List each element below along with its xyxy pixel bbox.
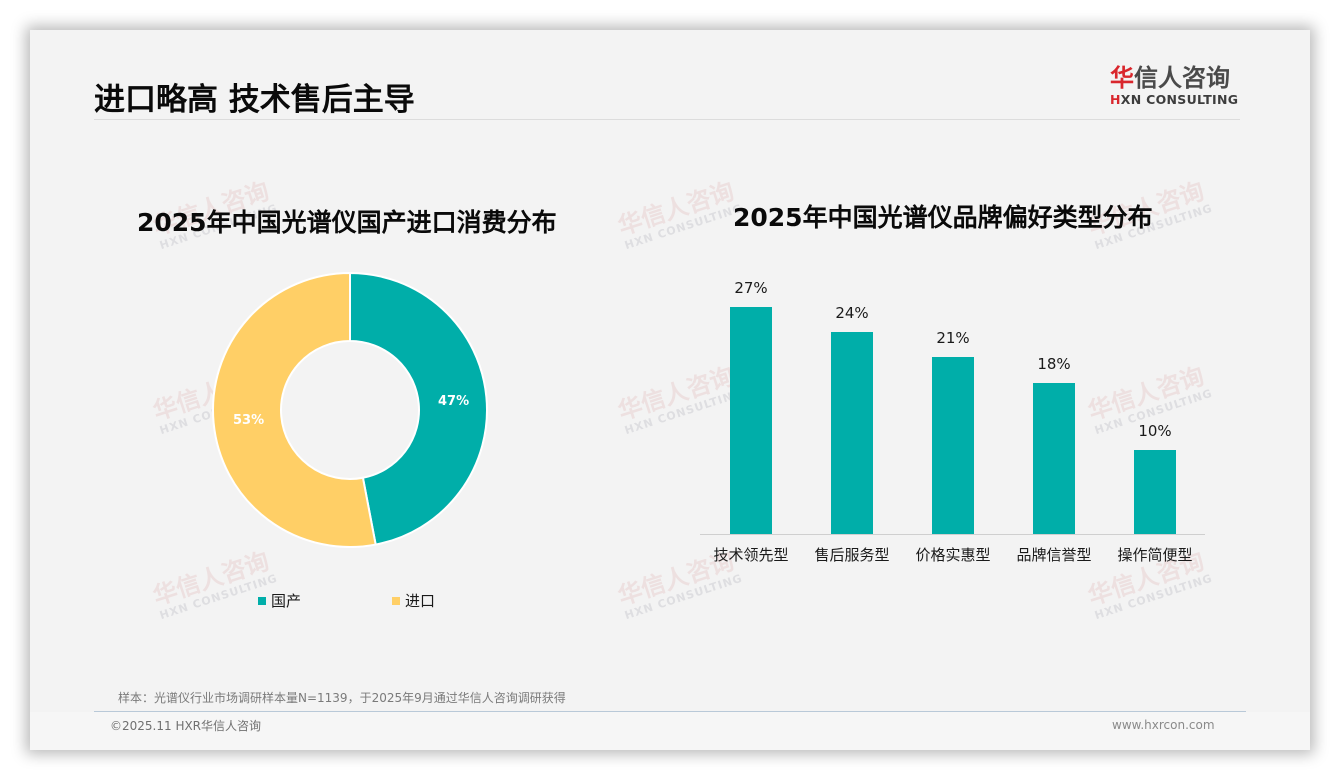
copyright: ©2025.11 HXR华信人咨询 bbox=[110, 719, 262, 733]
donut-chart-title: 2025年中国光谱仪国产进口消费分布 bbox=[137, 208, 557, 237]
logo-en-rest: XN CONSULTING bbox=[1120, 92, 1239, 107]
bar-value-label: 18% bbox=[1037, 355, 1071, 373]
donut-chart: 47% 53% bbox=[212, 271, 488, 548]
page-title: 进口略高 技术售后主导 bbox=[94, 82, 415, 118]
x-axis-line bbox=[700, 534, 1205, 535]
x-axis-category: 技术领先型 bbox=[713, 546, 789, 564]
bar-value-label: 24% bbox=[835, 304, 869, 322]
legend-swatch-import bbox=[392, 596, 400, 605]
x-axis-category: 品牌信誉型 bbox=[1016, 546, 1092, 564]
x-axis-category: 售后服务型 bbox=[814, 546, 890, 564]
donut-slice-1 bbox=[212, 271, 377, 548]
footer-bar bbox=[30, 712, 1310, 750]
donut-label-domestic: 47% bbox=[438, 394, 470, 409]
bar-value-label: 27% bbox=[734, 279, 768, 297]
brand-logo: 华信人咨询 HXN CONSULTING bbox=[1110, 63, 1242, 107]
donut-slice-0 bbox=[349, 271, 488, 546]
bar bbox=[831, 332, 873, 534]
sample-footnote: 样本：光谱仪行业市场调研样本量N=1139，于2025年9月通过华信人咨询调研获… bbox=[118, 691, 566, 705]
logo-cn-rest: 信人咨询 bbox=[1134, 64, 1230, 92]
legend-label-import: 进口 bbox=[405, 592, 436, 610]
bar-chart: 27% 24% 21% 18% 10% 技术领先型 售后服务型 价格实惠型 品牌… bbox=[700, 270, 1205, 580]
watermark-en: HXN CONSULTING bbox=[623, 201, 745, 253]
bar-value-label: 10% bbox=[1138, 422, 1172, 440]
bar bbox=[932, 357, 974, 534]
donut-chart-svg bbox=[212, 271, 488, 548]
slide: 华信人咨询 HXN CONSULTING 华信人咨询 HXN CONSULTIN… bbox=[30, 30, 1310, 750]
bar-group-1: 24% bbox=[831, 304, 873, 534]
logo-en-mark: H bbox=[1110, 92, 1121, 107]
bar-group-4: 10% bbox=[1134, 422, 1176, 534]
bar-group-0: 27% bbox=[730, 279, 772, 534]
watermark: 华信人咨询 HXN CONSULTING bbox=[614, 176, 745, 253]
legend-label-domestic: 国产 bbox=[271, 592, 302, 610]
bar-value-label: 21% bbox=[936, 329, 970, 347]
bar-group-3: 18% bbox=[1033, 355, 1075, 534]
bar-chart-title: 2025年中国光谱仪品牌偏好类型分布 bbox=[733, 203, 1153, 232]
watermark-cn: 华信人咨询 bbox=[149, 546, 273, 611]
logo-en: HXN CONSULTING bbox=[1110, 93, 1242, 107]
website-link[interactable]: www.hxrcon.com bbox=[1112, 718, 1215, 732]
legend-swatch-domestic bbox=[258, 596, 266, 605]
bar bbox=[730, 307, 772, 534]
x-axis-category: 价格实惠型 bbox=[915, 546, 991, 564]
bar bbox=[1033, 383, 1075, 534]
bar-group-2: 21% bbox=[932, 329, 974, 534]
legend-item-domestic: 国产 bbox=[258, 590, 301, 611]
watermark-cn: 华信人咨询 bbox=[614, 176, 738, 241]
logo-cn-accent: 华 bbox=[1110, 64, 1134, 92]
x-axis-category: 操作简便型 bbox=[1117, 546, 1193, 564]
bar bbox=[1134, 450, 1176, 534]
footer-divider bbox=[94, 711, 1246, 712]
logo-cn: 华信人咨询 bbox=[1110, 63, 1242, 93]
donut-label-import: 53% bbox=[233, 413, 265, 428]
legend-item-import: 进口 bbox=[392, 590, 435, 611]
title-divider bbox=[94, 119, 1240, 120]
